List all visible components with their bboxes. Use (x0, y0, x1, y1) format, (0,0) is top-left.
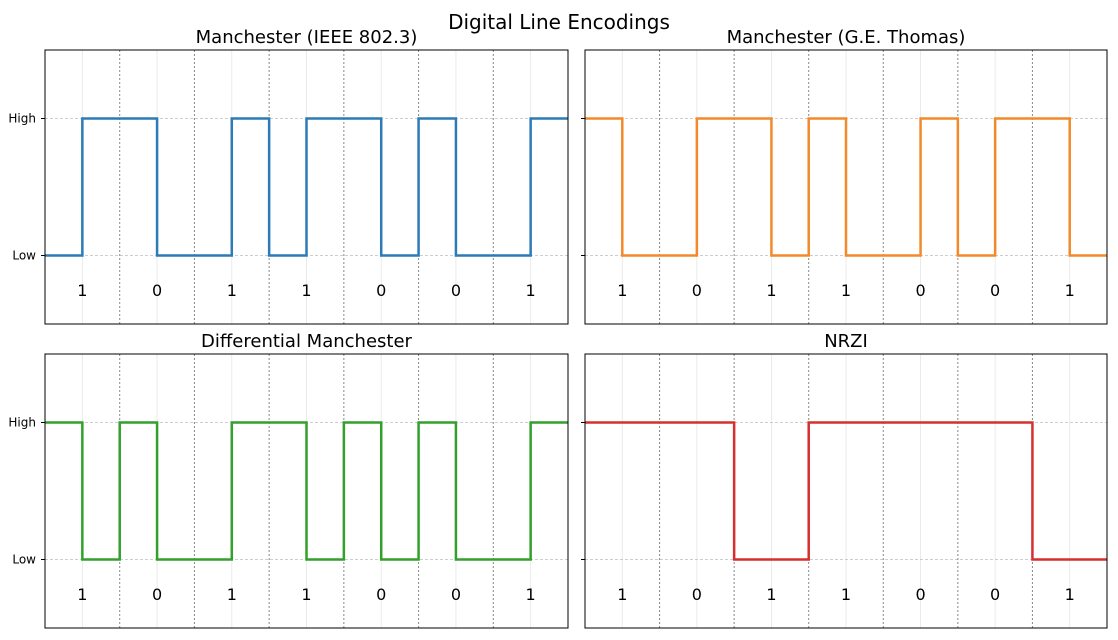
y-tick-label: Low (12, 249, 36, 263)
bit-label: 0 (451, 585, 461, 604)
figure-title: Digital Line Encodings (448, 10, 670, 34)
bit-label: 1 (301, 585, 311, 604)
panel-3: Low High 1 0 1 1 0 0 1 Differential Manchester (8, 331, 569, 629)
bit-label: 0 (152, 281, 162, 300)
bit-label: 0 (692, 281, 702, 300)
y-tick-label: Low (12, 553, 36, 567)
axes-frame (584, 353, 1108, 629)
bit-label: 1 (766, 281, 776, 300)
axes-frame (44, 49, 569, 325)
panel-1: Low High 1 0 1 1 0 0 1 Manchester (IEEE 802.3) (8, 27, 569, 325)
signal-series-line (45, 117, 568, 257)
bit-label: 1 (301, 281, 311, 300)
bit-label: 0 (915, 281, 925, 300)
bit-label: 0 (990, 281, 1000, 300)
bit-label: 1 (617, 281, 627, 300)
bit-label: 1 (841, 585, 851, 604)
bit-label: 0 (376, 281, 386, 300)
panel-title: Differential Manchester (201, 331, 412, 352)
bit-label: 0 (990, 585, 1000, 604)
signal-series-line (585, 421, 1107, 561)
bit-label: 1 (227, 585, 237, 604)
signal-series-line (585, 117, 1107, 257)
signal-series-line (45, 421, 568, 561)
bit-label: 1 (1065, 585, 1075, 604)
bit-label: 0 (152, 585, 162, 604)
axes-frame (44, 353, 569, 629)
panel-4: 1 0 1 1 0 0 1 NRZI (581, 331, 1108, 629)
bit-label: 1 (526, 281, 536, 300)
panel-title: NRZI (824, 331, 868, 352)
panel-2: 1 0 1 1 0 0 1 Manchester (G.E. Thomas) (581, 27, 1108, 325)
bit-label: 0 (915, 585, 925, 604)
bit-label: 1 (526, 585, 536, 604)
bit-label: 0 (692, 585, 702, 604)
bit-label: 1 (1065, 281, 1075, 300)
axes-frame (584, 49, 1108, 325)
bit-label: 1 (617, 585, 627, 604)
y-tick-label: High (8, 112, 36, 126)
bit-label: 1 (766, 585, 776, 604)
panel-title: Manchester (IEEE 802.3) (196, 27, 418, 48)
bit-label: 1 (77, 281, 87, 300)
y-tick-label: High (8, 416, 36, 430)
bit-label: 1 (77, 585, 87, 604)
panel-title: Manchester (G.E. Thomas) (727, 27, 966, 48)
bit-label: 0 (376, 585, 386, 604)
bit-label: 0 (451, 281, 461, 300)
bit-label: 1 (841, 281, 851, 300)
bit-label: 1 (227, 281, 237, 300)
